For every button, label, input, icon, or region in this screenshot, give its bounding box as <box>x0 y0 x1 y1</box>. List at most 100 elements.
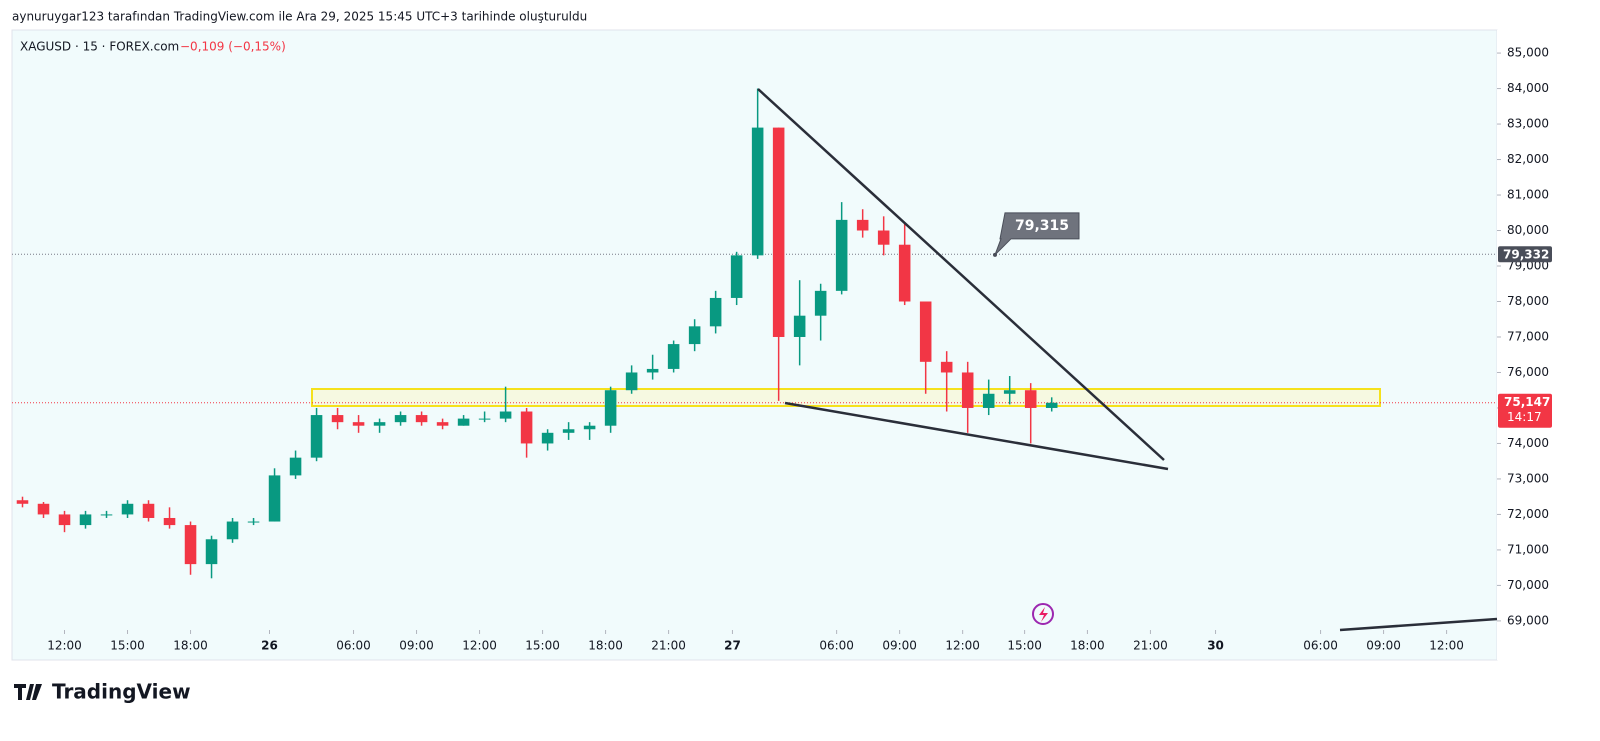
x-tick-label: 06:00 <box>336 639 371 653</box>
x-tick-label: 06:00 <box>1303 639 1338 653</box>
trend-line <box>1339 617 1498 632</box>
x-tick-label: 12:00 <box>1429 639 1464 653</box>
candle-body <box>751 127 764 256</box>
candle-body <box>352 422 365 426</box>
y-tick-label: 71,000 <box>1507 542 1549 556</box>
y-tick-label: 83,000 <box>1507 117 1549 131</box>
event-icon-bolt <box>1039 607 1048 622</box>
candle-body <box>394 415 407 423</box>
candle-body <box>310 415 323 458</box>
event-icon[interactable] <box>1032 603 1054 625</box>
candle-body <box>709 297 722 327</box>
candle-body <box>226 521 239 540</box>
x-tick-label: 27 <box>724 639 741 653</box>
x-tick-label: 30 <box>1207 639 1224 653</box>
plot-area <box>11 29 1498 661</box>
x-tick-label: 15:00 <box>110 639 145 653</box>
symbol: XAGUSD · 15 · FOREX.com <box>20 40 179 54</box>
zone <box>311 388 1381 407</box>
candle-body <box>79 514 92 526</box>
candle-body <box>898 244 911 302</box>
change: −0,109 (−0,15%) <box>180 40 286 54</box>
candle-body <box>646 368 659 373</box>
candle-body <box>793 315 806 337</box>
candle-body <box>205 539 218 565</box>
x-tick-label: 12:00 <box>462 639 497 653</box>
candle-body <box>184 525 197 565</box>
candle-body <box>100 514 113 516</box>
y-tick-label: 74,000 <box>1507 436 1549 450</box>
candle-body <box>58 514 71 526</box>
candle-body <box>121 503 134 515</box>
candle-body <box>667 344 680 369</box>
candle-body <box>541 432 554 444</box>
candle-body <box>142 503 155 518</box>
candle-body <box>772 127 785 337</box>
x-tick-label: 09:00 <box>399 639 434 653</box>
y-tick-label: 84,000 <box>1507 81 1549 95</box>
y-tick-label: 73,000 <box>1507 471 1549 485</box>
candle-body <box>1045 402 1058 408</box>
candle-body <box>856 219 869 231</box>
candle-body <box>16 500 29 504</box>
x-tick-label: 18:00 <box>588 639 623 653</box>
candle-body <box>457 418 470 426</box>
candle-body <box>604 390 617 426</box>
candle-body <box>436 422 449 426</box>
trend-line <box>757 88 1165 461</box>
y-tick-label: 77,000 <box>1507 329 1549 343</box>
y-tick-label: 70,000 <box>1507 578 1549 592</box>
price-tag <box>1498 246 1552 263</box>
candle-body <box>499 411 512 419</box>
y-tick-label: 76,000 <box>1507 365 1549 379</box>
candle-body <box>562 429 575 433</box>
candle-body <box>583 425 596 430</box>
y-tick-label: 81,000 <box>1507 188 1549 202</box>
candle-body <box>1024 390 1037 408</box>
x-tick-label: 21:00 <box>1133 639 1168 653</box>
candle-body <box>730 255 743 298</box>
candle-body <box>814 290 827 316</box>
countdown: 14:17 <box>1507 410 1542 424</box>
header: aynuruygar123 tarafından TradingView.com… <box>12 10 587 24</box>
price-tag-label: 79,332 <box>1503 248 1549 262</box>
callout-box <box>994 212 1080 256</box>
candle-body <box>940 361 953 373</box>
x-tick-label: 26 <box>261 639 278 653</box>
candle-body <box>478 418 491 420</box>
candle-body <box>1003 390 1016 394</box>
last-price-tag <box>1498 393 1552 428</box>
x-tick-label: 15:00 <box>1007 639 1042 653</box>
y-tick-label: 69,000 <box>1507 613 1549 627</box>
x-tick-label: 18:00 <box>173 639 208 653</box>
candle-body <box>331 415 344 423</box>
candle-body <box>982 393 995 408</box>
x-tick-label: 12:00 <box>945 639 980 653</box>
brand-name: TradingView <box>52 680 191 704</box>
x-tick-label: 21:00 <box>651 639 686 653</box>
price-axis <box>1497 30 1600 660</box>
candle-body <box>877 230 890 245</box>
callout-anchor <box>993 252 997 257</box>
y-tick-label: 78,000 <box>1507 294 1549 308</box>
candle-body <box>289 457 302 476</box>
y-tick-label: 85,000 <box>1507 46 1549 60</box>
x-tick-label: 09:00 <box>882 639 917 653</box>
y-tick-label: 82,000 <box>1507 152 1549 166</box>
candle-body <box>919 301 932 362</box>
candle-body <box>163 517 176 526</box>
candle-body <box>835 219 848 291</box>
candle-body <box>268 475 281 522</box>
candle-body <box>37 503 50 515</box>
x-tick-label: 09:00 <box>1366 639 1401 653</box>
last-price-label: 75,147 <box>1504 395 1550 409</box>
candle-body <box>373 422 386 426</box>
callout-label: 79,315 <box>1015 218 1069 234</box>
candle-body <box>688 326 701 345</box>
x-tick-label: 15:00 <box>525 639 560 653</box>
candle-body <box>247 521 260 523</box>
candle-body <box>961 372 974 408</box>
y-tick-label: 72,000 <box>1507 507 1549 521</box>
trend-line <box>784 401 1169 471</box>
